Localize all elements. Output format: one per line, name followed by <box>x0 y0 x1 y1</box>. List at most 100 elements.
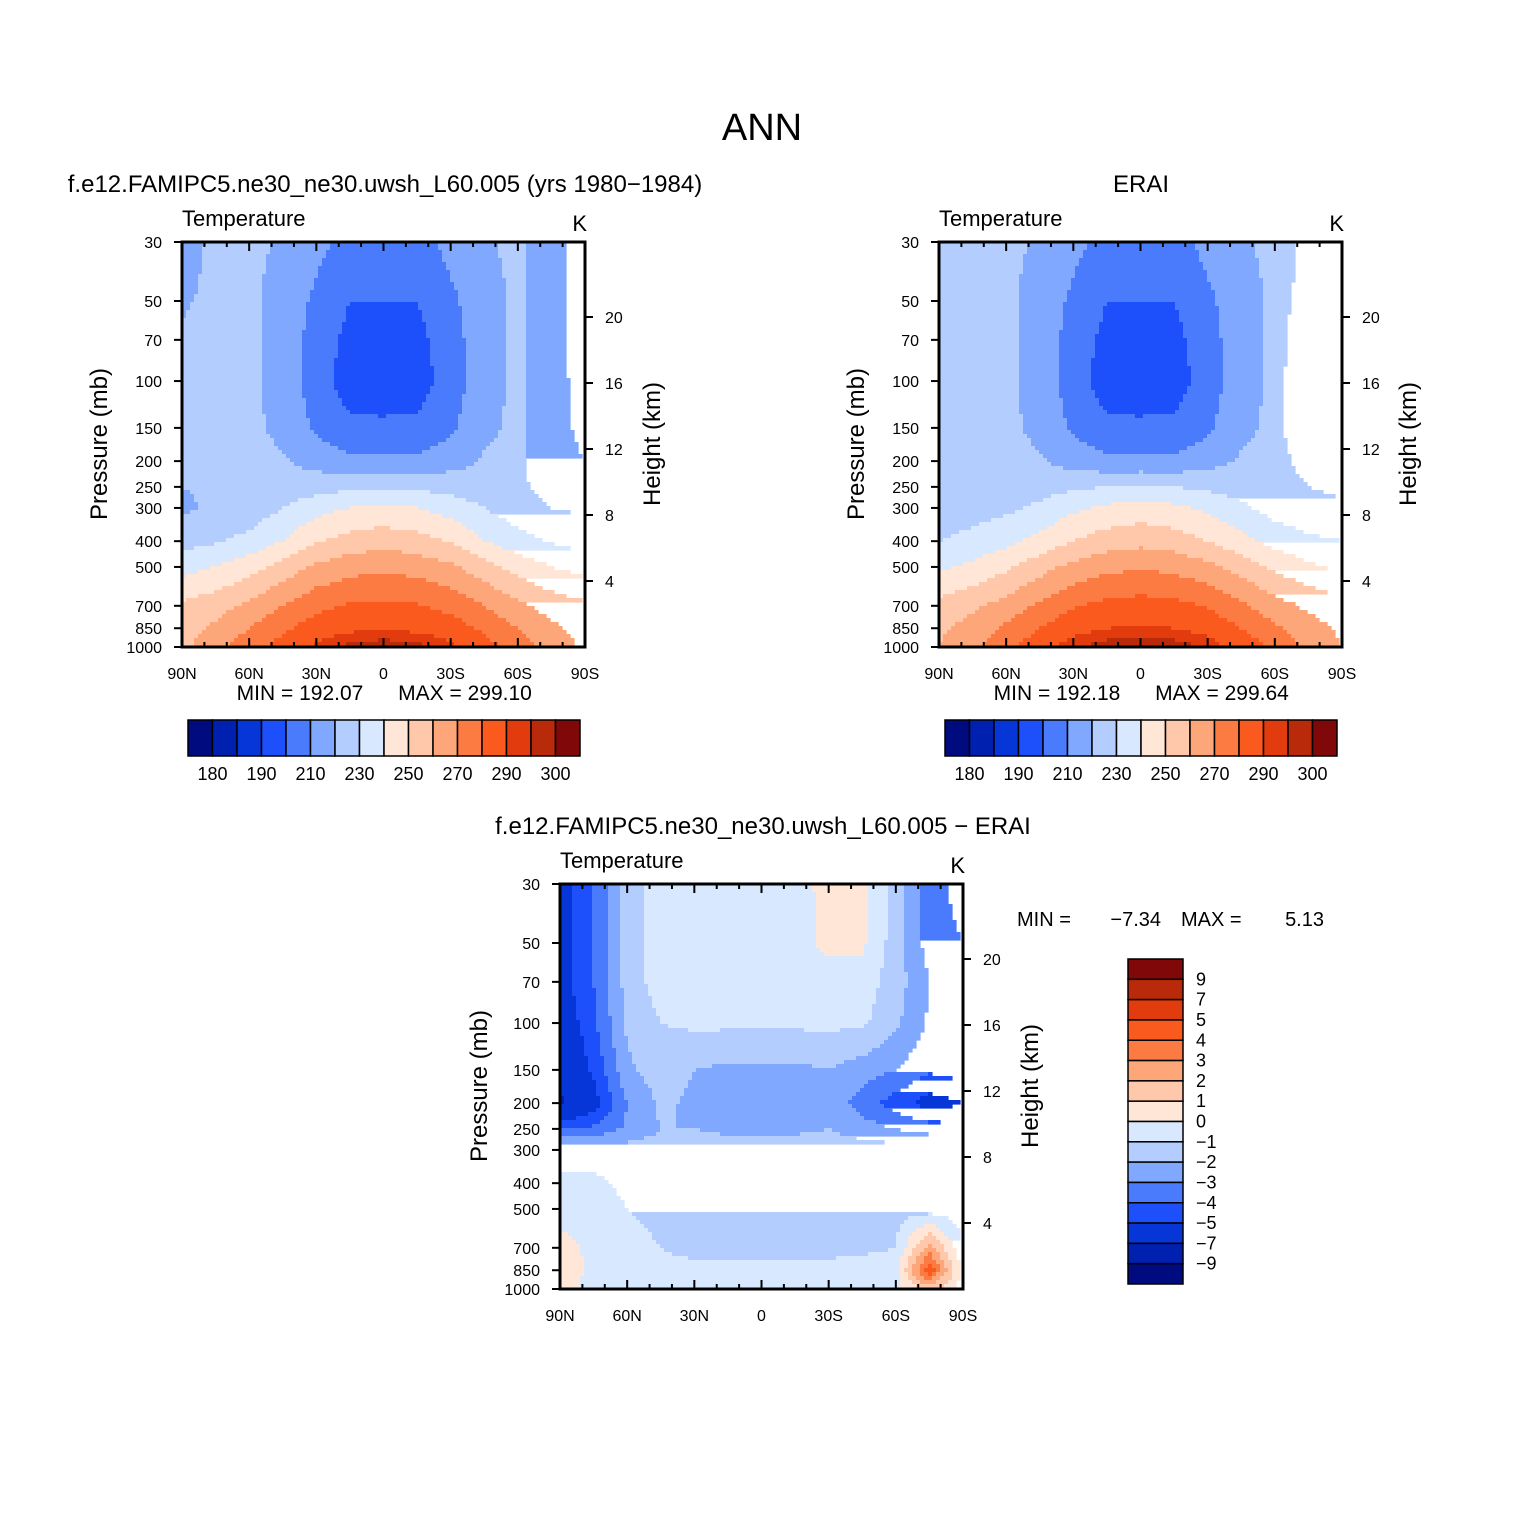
field-cell <box>1111 502 1172 507</box>
field-cell <box>454 430 499 435</box>
field-cell <box>608 988 625 993</box>
field-cell <box>676 1104 853 1109</box>
colorbar-label: 300 <box>540 764 570 784</box>
field-cell <box>688 1084 865 1089</box>
field-cell <box>624 988 649 993</box>
field-cell <box>182 574 187 579</box>
field-cell <box>816 912 869 917</box>
field-cell <box>338 342 431 347</box>
field-cell <box>518 626 563 631</box>
field-cell <box>506 294 527 299</box>
field-cell <box>600 1036 613 1041</box>
field-cell <box>442 250 499 255</box>
field-cell <box>916 1284 945 1289</box>
colorbar-box <box>1127 1161 1184 1184</box>
field-cell <box>1199 258 1260 263</box>
field-cell <box>1263 642 1300 647</box>
field-cell <box>640 1072 693 1077</box>
field-cell <box>584 1264 901 1269</box>
field-cell <box>904 1000 929 1005</box>
field-cell <box>1191 366 1224 371</box>
field-cell <box>466 378 507 383</box>
colorbar-box <box>1127 1120 1184 1143</box>
field-cell <box>1027 558 1080 563</box>
field-cell <box>944 1272 953 1277</box>
field-cell <box>1111 626 1172 631</box>
field-cell <box>612 1044 629 1049</box>
colorbar-box <box>1127 998 1184 1021</box>
right-tick-label: 16 <box>1362 376 1380 393</box>
field-cell <box>1171 526 1236 531</box>
field-cell <box>506 374 527 379</box>
field-cell <box>584 1272 901 1277</box>
field-cell <box>572 984 593 989</box>
field-cell <box>1079 258 1200 263</box>
field-cell <box>928 1072 933 1077</box>
field-cell <box>1263 374 1284 379</box>
panel-reference-units: K <box>1329 211 1344 236</box>
field-cell <box>939 430 1024 435</box>
field-cell <box>1067 638 1108 643</box>
field-cell <box>908 1216 949 1221</box>
field-cell <box>1139 470 1144 475</box>
field-cell <box>182 414 267 419</box>
field-cell <box>1071 278 1208 283</box>
field-cell <box>1015 590 1060 595</box>
field-cell <box>526 254 567 259</box>
field-cell <box>302 370 335 375</box>
field-cell <box>526 418 571 423</box>
field-cell <box>644 1224 901 1229</box>
field-cell <box>1219 398 1264 403</box>
field-cell <box>608 980 621 985</box>
x-tick-label: 30S <box>436 666 464 683</box>
field-cell <box>1179 574 1240 579</box>
field-cell <box>1235 622 1276 627</box>
field-cell <box>904 924 921 929</box>
field-cell <box>502 422 527 427</box>
field-cell <box>182 458 291 463</box>
field-cell <box>474 626 519 631</box>
field-cell <box>1059 386 1092 391</box>
right-tick-label: 20 <box>605 310 623 327</box>
field-cell <box>592 980 609 985</box>
field-cell <box>202 250 271 255</box>
field-cell <box>560 1276 581 1281</box>
field-cell <box>560 1020 581 1025</box>
colorbar-box <box>187 719 214 757</box>
field-cell <box>1123 570 1160 575</box>
field-cell <box>506 398 527 403</box>
field-cell <box>1175 302 1216 307</box>
colorbar-box <box>334 719 361 757</box>
field-cell <box>608 892 621 897</box>
field-cell <box>620 904 645 909</box>
field-cell <box>592 904 609 909</box>
x-tick-label: 90S <box>1328 666 1356 683</box>
field-cell <box>334 378 435 383</box>
field-cell <box>620 900 645 905</box>
field-cell <box>1239 626 1284 631</box>
field-cell <box>1091 386 1188 391</box>
field-cell <box>1107 410 1176 415</box>
field-cell <box>904 908 921 913</box>
field-cell <box>1223 546 1272 551</box>
field-cell <box>1031 442 1088 447</box>
field-cell <box>1019 318 1064 323</box>
field-cell <box>920 1272 929 1277</box>
field-cell <box>1043 598 1104 603</box>
field-cell <box>924 1236 937 1241</box>
field-cell <box>652 996 877 1001</box>
field-cell <box>652 1088 685 1093</box>
field-cell <box>1019 382 1060 387</box>
page-title: ANN <box>722 107 802 149</box>
field-cell <box>502 426 527 431</box>
field-cell <box>418 410 463 415</box>
field-cell <box>572 1236 653 1241</box>
field-cell <box>596 1000 609 1005</box>
field-cell <box>1027 246 1088 251</box>
field-cell <box>466 366 507 371</box>
field-cell <box>262 306 307 311</box>
field-cell <box>274 442 331 447</box>
field-cell <box>952 1276 961 1281</box>
field-cell <box>608 896 621 901</box>
field-cell <box>812 1064 837 1069</box>
